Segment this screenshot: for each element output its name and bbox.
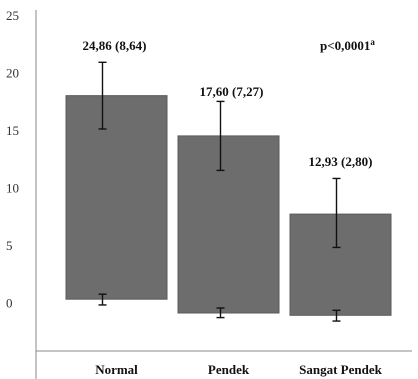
bar (289, 213, 392, 316)
p-value-annotation: p<0,0001a (320, 37, 375, 53)
bar (177, 135, 280, 314)
label-layer: Normal 24,86 (8,64) Pendek 17,60 (7,27) Sang… (83, 38, 383, 377)
y-tick-label: 10 (6, 181, 19, 196)
data-label: 12,93 (2,80) (309, 154, 373, 169)
error-bar (332, 177, 341, 322)
x-category-label: Sangat Pendek (299, 362, 382, 377)
bar (65, 95, 168, 300)
y-tick-label: 5 (6, 238, 13, 253)
y-tick-label: 20 (6, 66, 19, 81)
x-category-label: Pendek (208, 362, 250, 377)
error-bar (216, 100, 225, 319)
error-bar (98, 61, 107, 306)
bar-layer (65, 95, 392, 316)
y-tick-label: 25 (6, 8, 19, 23)
y-tick-label: 0 (6, 296, 13, 311)
axis-layer: 25 20 15 10 5 0 (6, 8, 412, 379)
data-label: 24,86 (8,64) (83, 38, 147, 53)
data-label: 17,60 (7,27) (200, 84, 264, 99)
x-category-label: Normal (95, 362, 138, 377)
error-layer (98, 61, 341, 322)
p-value-superscript: a (370, 37, 375, 47)
y-tick-label: 15 (6, 123, 19, 138)
